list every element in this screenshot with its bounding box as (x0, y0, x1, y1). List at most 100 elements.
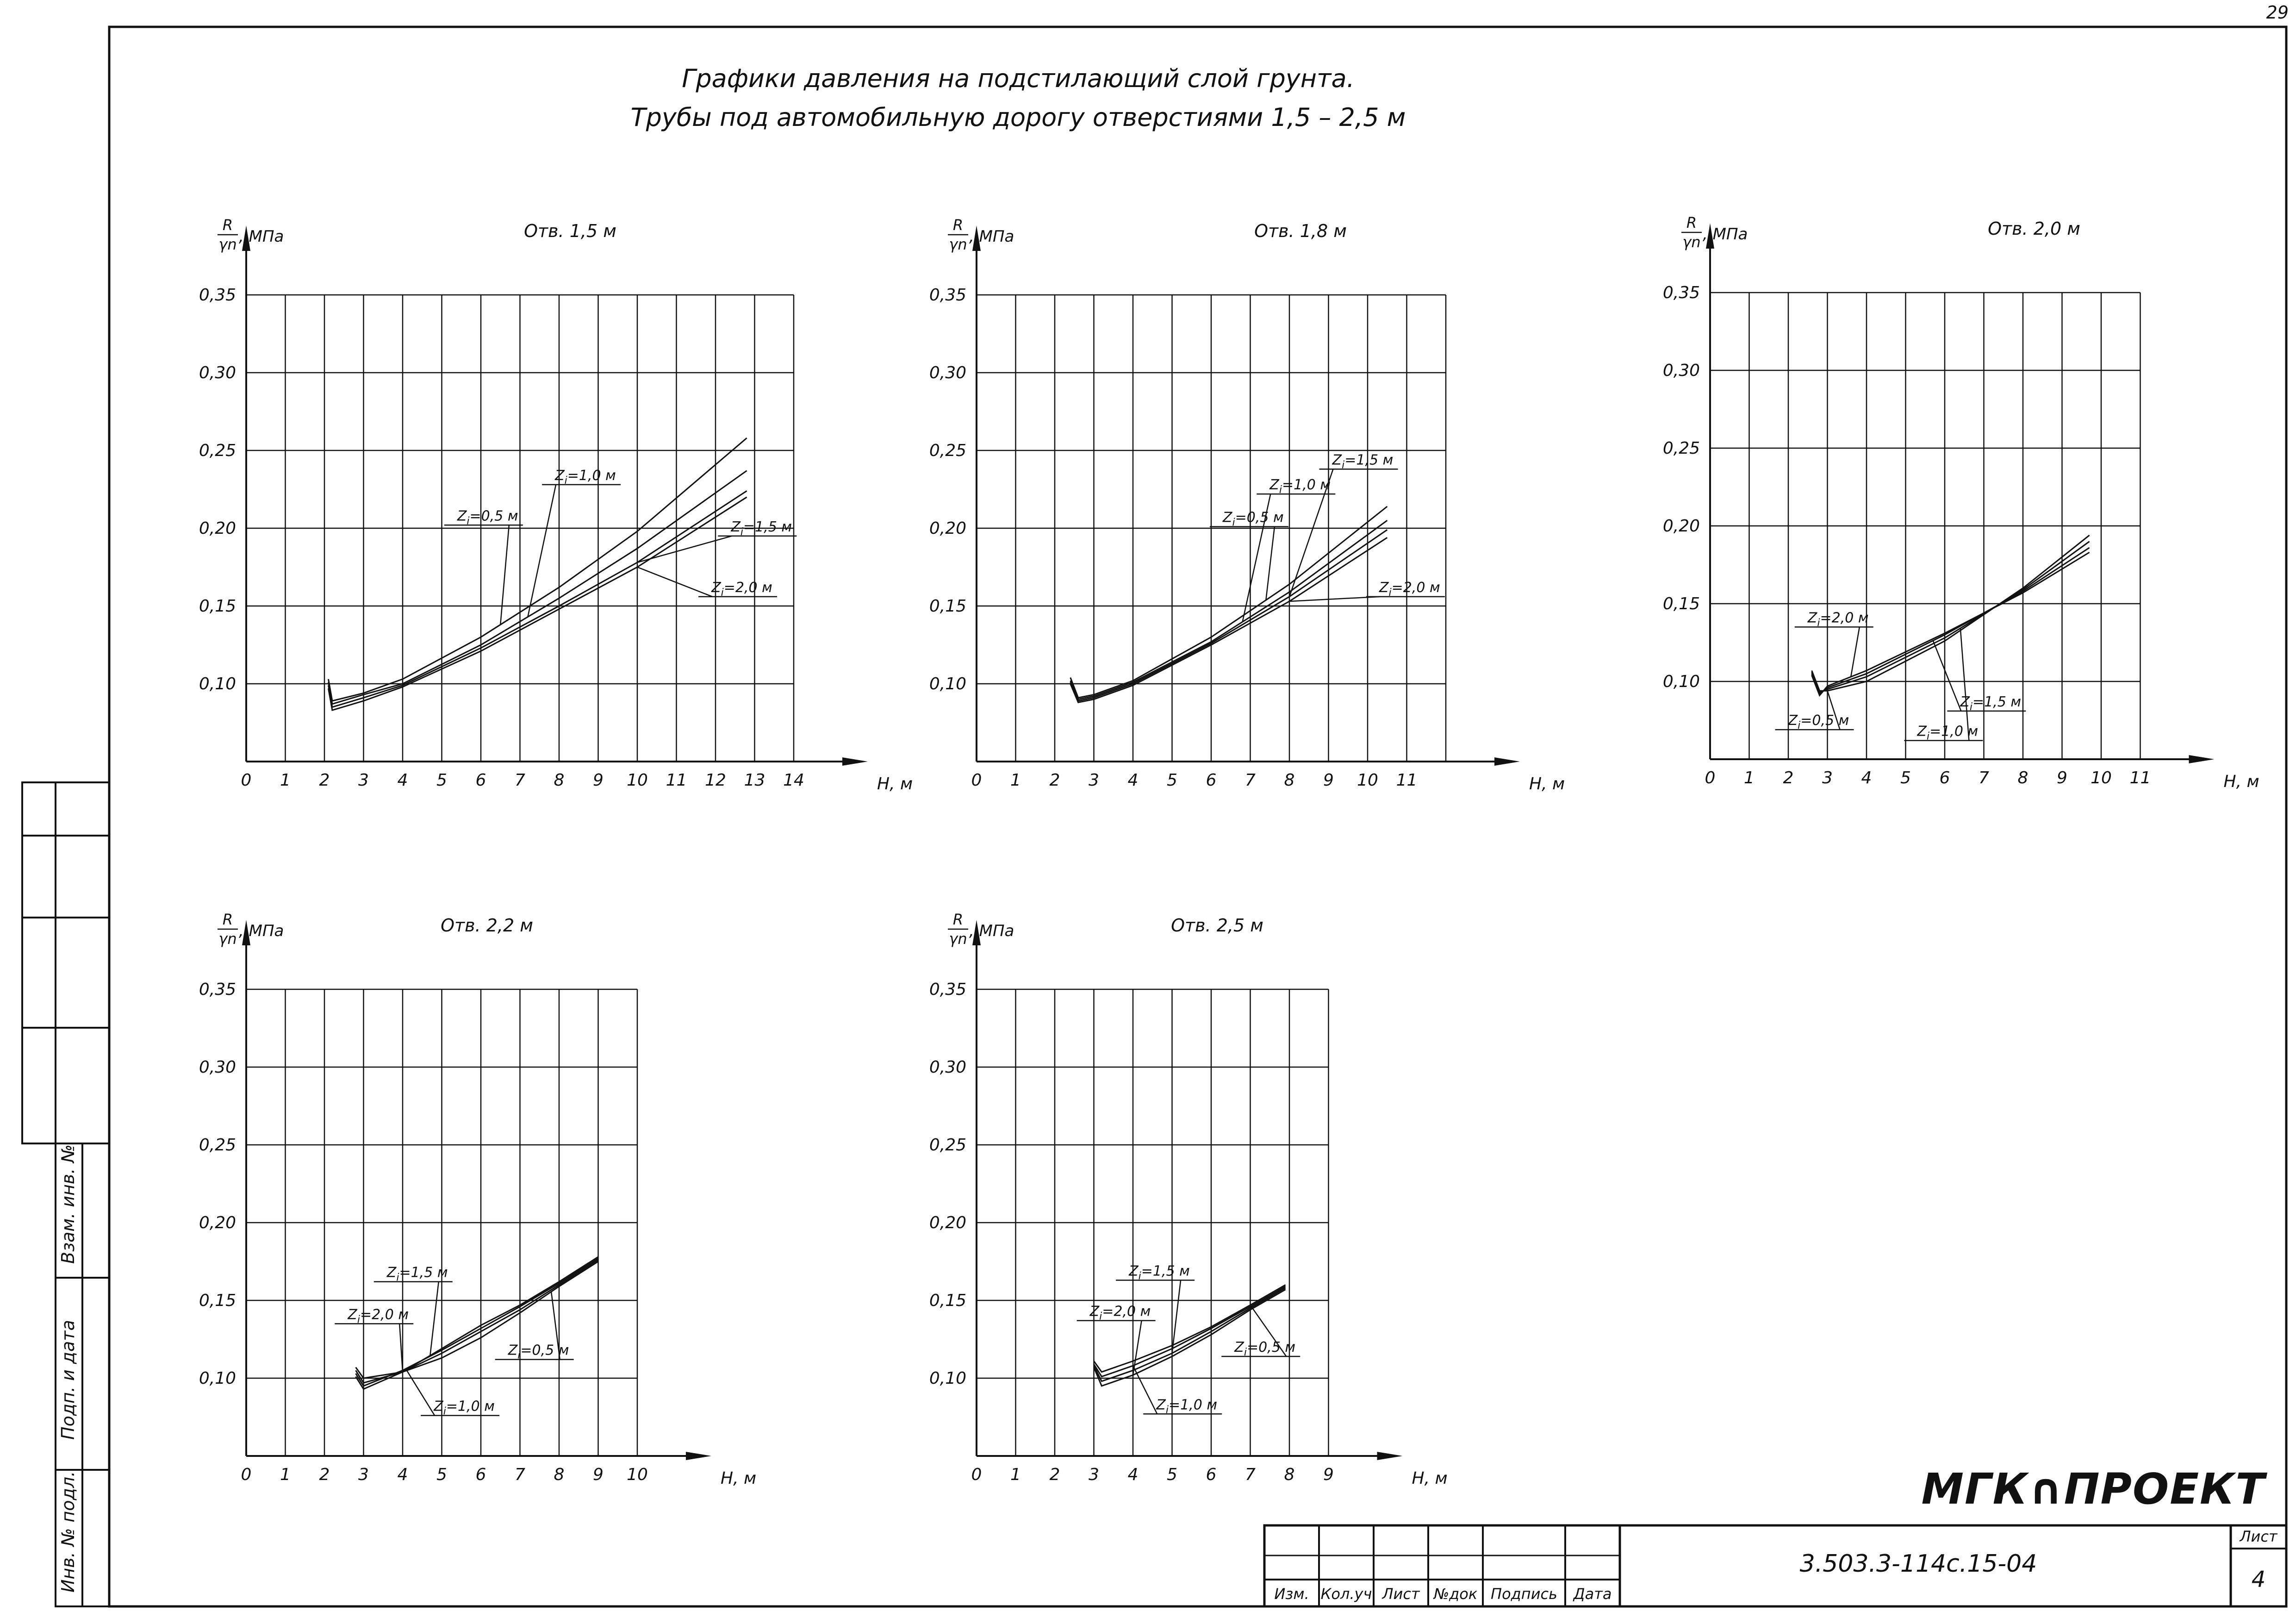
label-leader (1242, 493, 1271, 622)
drawing-frame (108, 25, 2288, 1608)
chart-otv-2-2: 0 1 2 3 4 5 6 7 8 9 10 H, м 0,10 0,15 0,20 0,25 0,30 0,35… (199, 911, 756, 1488)
series-label: Zi=1,0 м (1269, 477, 1331, 496)
col-ndok: №док (1433, 1585, 1478, 1603)
x-tick-label: 1 (280, 771, 291, 790)
col-koluch: Кол.уч (1321, 1585, 1372, 1603)
chart-title: Отв. 2,2 м (441, 915, 533, 936)
x-tick-label: 11 (2130, 768, 2151, 787)
y-label-numerator: R (223, 911, 233, 928)
series-line (355, 1258, 599, 1387)
side-label-vzam: Взам. инв. № (58, 1144, 78, 1264)
x-tick-label: 11 (1396, 771, 1418, 790)
chart-otv-1-8: 0 1 2 3 4 5 6 7 8 9 10 11 H, м 0,10 0,15 0,20 0,25 0,30 0,… (929, 216, 1565, 793)
y-axis-arrow (242, 225, 250, 251)
side-stamp: Взам. инв. № Подп. и дата Инв. № подл. (21, 781, 110, 1607)
x-tick-label: 8 (1284, 1465, 1295, 1484)
series-label: Zi=2,0 м (711, 580, 772, 599)
label-leader (550, 1292, 560, 1360)
label-leader (1289, 596, 1380, 602)
series-label: Zi=0,5 м (508, 1343, 569, 1362)
x-tick-label: 6 (476, 771, 486, 790)
x-tick-label: 8 (1284, 771, 1295, 790)
y-tick-label: 0,20 (929, 1213, 966, 1232)
series-label: Zi=1,5 м (386, 1265, 448, 1284)
x-tick-label: 2 (319, 1465, 330, 1484)
chart-title: Отв. 1,8 м (1254, 221, 1347, 241)
y-tick-label: 0,20 (199, 519, 236, 538)
chart-title: Отв. 1,5 м (524, 221, 616, 241)
x-tick-label: 2 (1783, 768, 1794, 787)
x-tick-label: 5 (1167, 771, 1177, 790)
y-axis-label: Rγn, МПа (948, 216, 1014, 253)
x-tick-label: 9 (1323, 1465, 1334, 1484)
x-tick-label: 0 (971, 1465, 982, 1484)
series-label: Zi=1,5 м (1332, 452, 1394, 471)
x-tick-label: 4 (1861, 768, 1872, 787)
x-tick-label: 8 (554, 1465, 565, 1484)
sheet-number: 4 (2252, 1567, 2266, 1593)
series-line (328, 496, 747, 712)
x-tick-label: 7 (1245, 771, 1256, 790)
chart-title: Отв. 2,5 м (1171, 915, 1263, 936)
y-label-denominator: γn (949, 930, 967, 948)
y-label-unit: , МПа (969, 227, 1014, 246)
x-tick-label: 7 (515, 771, 525, 790)
series-line (1093, 1284, 1286, 1373)
label-leader (637, 566, 713, 598)
y-axis-arrow (972, 225, 981, 251)
label-leader (429, 1281, 439, 1356)
y-tick-label: 0,15 (199, 1291, 236, 1310)
x-tick-label: 3 (358, 1465, 369, 1484)
sheet-label: Лист (2239, 1528, 2277, 1545)
y-label-unit: , МПа (239, 227, 284, 246)
side-label-inv: Инв. № подл. (58, 1471, 78, 1593)
y-tick-label: 0,25 (1663, 439, 1700, 458)
x-axis-arrow (2189, 755, 2215, 763)
series-label: Zi=1,5 м (1128, 1263, 1190, 1282)
label-leader (1132, 1365, 1158, 1414)
x-tick-label: 9 (593, 771, 604, 790)
x-axis-label: H, м (1412, 1469, 1448, 1488)
series-line (355, 1259, 599, 1384)
logo: МГК∩ПРОЕКТ (1921, 1464, 2267, 1514)
series-label: Zi=0,5 м (457, 508, 518, 527)
col-izm: Изм. (1274, 1585, 1309, 1603)
x-tick-label: 6 (476, 1465, 486, 1484)
label-leader (1250, 1305, 1287, 1357)
x-tick-label: 9 (2057, 768, 2067, 787)
y-tick-label: 0,30 (199, 1058, 236, 1077)
y-tick-label: 0,30 (929, 1058, 966, 1077)
x-tick-label: 5 (436, 771, 447, 790)
y-tick-label: 0,35 (1663, 283, 1700, 302)
x-tick-label: 9 (593, 1465, 604, 1484)
x-tick-label: 9 (1323, 771, 1334, 790)
x-tick-label: 0 (1705, 768, 1716, 787)
y-label-numerator: R (953, 911, 963, 928)
series-label: Zi=0,5 м (1788, 712, 1849, 731)
y-tick-label: 0,15 (929, 1291, 966, 1310)
series-label: Zi=1,5 м (1960, 694, 2021, 713)
side-label-podp: Подп. и дата (58, 1320, 78, 1440)
x-tick-label: 1 (280, 1465, 291, 1484)
series-line (328, 470, 747, 705)
y-tick-label: 0,30 (929, 363, 966, 382)
series-label: Zi=0,5 м (1234, 1339, 1295, 1358)
x-tick-label: 3 (1089, 771, 1099, 790)
y-tick-label: 0,10 (929, 1369, 966, 1388)
x-tick-label: 5 (1167, 1465, 1177, 1484)
x-axis-label: H, м (721, 1469, 756, 1488)
x-tick-label: 2 (1050, 1465, 1060, 1484)
x-tick-label: 8 (554, 771, 565, 790)
x-tick-label: 6 (1206, 1465, 1217, 1484)
y-tick-label: 0,25 (199, 441, 236, 460)
x-axis-arrow (1494, 757, 1520, 766)
y-label-denominator: γn (949, 236, 967, 253)
x-tick-label: 4 (1128, 771, 1139, 790)
x-axis-arrow (1377, 1452, 1403, 1460)
series-label: Zi=1,0 м (433, 1399, 495, 1418)
x-tick-label: 11 (666, 771, 687, 790)
series-line (328, 490, 747, 708)
x-tick-label: 10 (2091, 768, 2112, 787)
series-line (1811, 551, 2090, 697)
y-tick-label: 0,10 (1663, 672, 1700, 691)
